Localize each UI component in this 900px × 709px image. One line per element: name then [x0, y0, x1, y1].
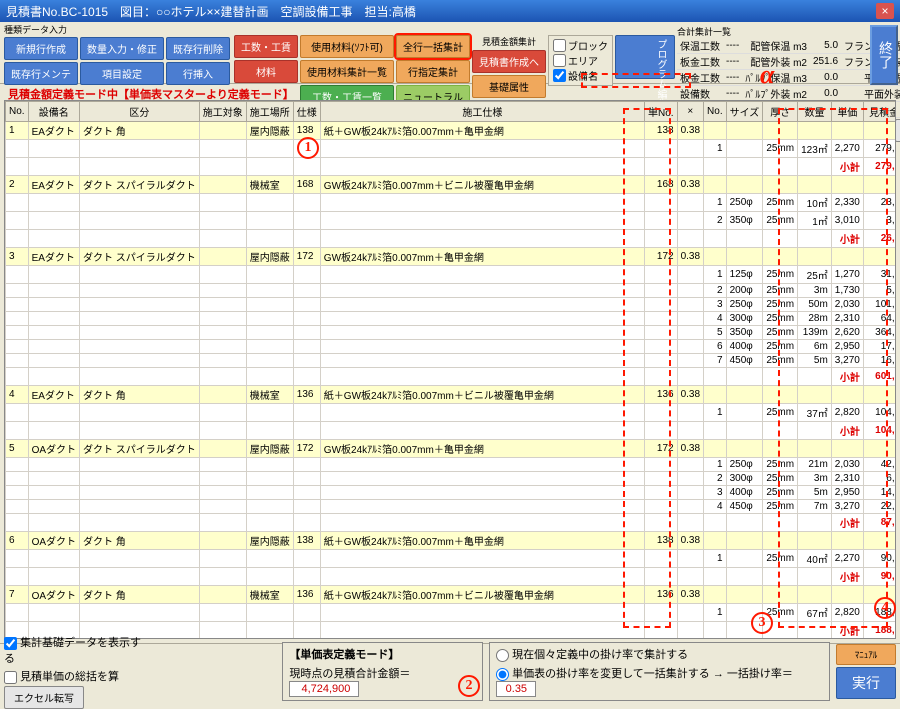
table-row[interactable]: 1125φ25mm25㎡1,27031,750	[6, 266, 897, 284]
table-row[interactable]: 125mm37㎡2,820104,340	[6, 404, 897, 422]
table-row[interactable]: 125mm67㎡2,820188,940	[6, 604, 897, 622]
show-base-check[interactable]: 集計基礎データを表示する	[4, 634, 146, 666]
toolbar: 種類データ入力 新規行作成 既存行メンテ 数量入力・修正 項目設定 既存行削除 …	[0, 22, 900, 84]
footer-manual-button[interactable]: ﾏﾆｭｱﾙ	[836, 644, 896, 665]
table-row[interactable]: 7OAダクトダクト 角機械室136紙＋GW板24kｱﾙﾐ箔0.007mm＋ビニル…	[6, 586, 897, 604]
exist-maint-button[interactable]: 既存行メンテ	[4, 62, 78, 85]
basic-attr-button[interactable]: 基礎属性	[472, 75, 546, 98]
table-row[interactable]: 1EAダクトダクト 角屋内隠蔽138紙＋GW板24kｱﾙﾐ箔0.007mm＋亀甲…	[6, 122, 897, 140]
table-row[interactable]: 7450φ25mm5m3,27016,350	[6, 354, 897, 368]
prog-edit-button[interactable]: プログラム編集	[615, 35, 675, 79]
exist-del-button[interactable]: 既存行削除	[166, 37, 230, 60]
opt2-radio[interactable]: 単価表の掛け率を変更して一括集計する → 一括掛け率＝ 0.35	[496, 665, 823, 697]
table-row[interactable]: 6400φ25mm6m2,95017,700	[6, 340, 897, 354]
exec-button[interactable]: 実行	[836, 667, 896, 699]
insert-button[interactable]: 行挿入	[166, 62, 230, 85]
table-row[interactable]: 5OAダクトダクト スパイラルダクト屋内隠蔽172GW板24kｱﾙﾐ箔0.007…	[6, 440, 897, 458]
data-grid[interactable]: No.設備名区分施工対象施工場所仕様施工仕様単No.×No.サイズ厚さ数量単価見…	[4, 100, 896, 639]
all-row-calc-button[interactable]: 全行一括集計	[396, 35, 470, 58]
titlebar: 見積書No.BC-1015 図目：○○ホテル××建替計画 空調設備工事 担当:高…	[0, 0, 900, 22]
table-row[interactable]: 125mm123㎡2,270279,210	[6, 140, 897, 158]
rate-value[interactable]: 0.35	[496, 681, 536, 697]
close-icon[interactable]: ×	[876, 3, 894, 19]
table-row[interactable]: 5350φ25mm139m2,620364,180	[6, 326, 897, 340]
est-create-button[interactable]: 見積書作成へ	[472, 50, 546, 73]
material-button[interactable]: 材料	[234, 60, 298, 83]
table-row[interactable]: 3EAダクトダクト スパイラルダクト屋内隠蔽172GW板24kｱﾙﾐ箔0.007…	[6, 248, 897, 266]
table-row[interactable]: 小計26,310	[6, 230, 897, 248]
area-check[interactable]: エリア	[553, 53, 608, 68]
table-row[interactable]: 1250φ25mm21m2,03042,630	[6, 458, 897, 472]
table-row[interactable]: 小計279,210	[6, 158, 897, 176]
used-mat-list-button[interactable]: 使用材料集計一覧	[300, 60, 394, 83]
table-row[interactable]: 4300φ25mm28m2,31064,680	[6, 312, 897, 326]
footer: 集計基礎データを表示する 見積単価の総括を算 エクセル転写 【単価表定義モード】…	[0, 643, 900, 699]
table-row[interactable]: 4EAダクトダクト 角機械室136紙＋GW板24kｱﾙﾐ箔0.007mm＋ビニル…	[6, 386, 897, 404]
stat-label: 合計集計一覧	[677, 25, 900, 38]
excel-button[interactable]: エクセル転写	[4, 686, 84, 709]
used-mat-button[interactable]: 使用材料(ｿﾌﾄ可)	[300, 35, 394, 58]
section-label: 種類データ入力	[4, 23, 230, 36]
close-panel-button[interactable]: 終了	[870, 25, 898, 85]
qty-edit-button[interactable]: 数量入力・修正	[80, 37, 164, 60]
table-row[interactable]: 小計90,800	[6, 568, 897, 586]
table-row[interactable]: 6OAダクトダクト 角屋内隠蔽138紙＋GW板24kｱﾙﾐ箔0.007mm＋亀甲…	[6, 532, 897, 550]
table-row[interactable]: 1250φ25mm10㎡2,33023,300	[6, 194, 897, 212]
table-row[interactable]: 3250φ25mm50m2,030101,500	[6, 298, 897, 312]
block-check[interactable]: ブロック	[553, 38, 608, 53]
table-row[interactable]: 3400φ25mm5m2,95014,750	[6, 486, 897, 500]
new-row-button[interactable]: 新規行作成	[4, 37, 78, 60]
item-set-button[interactable]: 項目設定	[80, 62, 164, 85]
now-value: 4,724,900	[289, 681, 359, 697]
table-row[interactable]: 2EAダクトダクト スパイラルダクト機械室168GW板24kｱﾙﾐ箔0.007m…	[6, 176, 897, 194]
table-row[interactable]: 125mm40㎡2,27090,800	[6, 550, 897, 568]
row-spec-calc-button[interactable]: 行指定集計	[396, 60, 470, 83]
table-row[interactable]: 2350φ25mm1㎡3,0103,010	[6, 212, 897, 230]
table-row[interactable]: 4450φ25mm7m3,27022,890	[6, 500, 897, 514]
kosu-button[interactable]: 工数・工賃	[234, 35, 298, 58]
table-row[interactable]: 小計87,200	[6, 514, 897, 532]
opt1-radio[interactable]: 現在個々定義中の掛け率で集計する	[496, 646, 823, 662]
label: 見積金額集計	[472, 35, 546, 48]
window-title: 見積書No.BC-1015 図目：○○ホテル××建替計画 空調設備工事 担当:高…	[6, 3, 416, 20]
show-unit-check[interactable]: 見積単価の総括を算	[4, 668, 146, 684]
now-label: 現時点の見積合計金額＝	[289, 668, 410, 680]
mode-title: 【単価表定義モード】	[289, 649, 399, 661]
table-row[interactable]: 2300φ25mm3m2,3106,930	[6, 472, 897, 486]
table-row[interactable]: 2200φ25mm3m1,7305,190	[6, 284, 897, 298]
table-row[interactable]: 小計104,340	[6, 422, 897, 440]
equip-check[interactable]: 設備名	[553, 68, 608, 83]
table-row[interactable]: 小計601,350	[6, 368, 897, 386]
